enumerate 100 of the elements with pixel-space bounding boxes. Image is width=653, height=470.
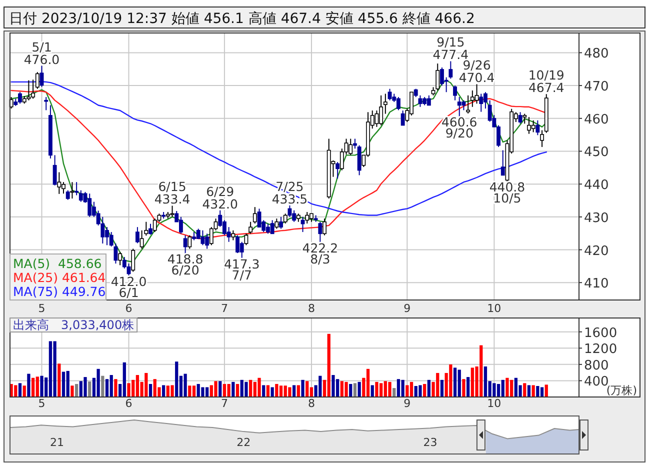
- y-tick-label: 430: [584, 210, 609, 226]
- bar: [70, 386, 74, 397]
- bar: [332, 375, 335, 397]
- series-label: MA(5) 458.66: [13, 256, 102, 271]
- bar: [58, 364, 61, 397]
- bar: [184, 374, 187, 397]
- candlestick: [336, 162, 340, 179]
- bar: [496, 384, 500, 397]
- candlestick: [383, 93, 388, 114]
- candlestick: [536, 120, 540, 136]
- bar: [440, 380, 444, 397]
- annotation: 6/29 432.0: [202, 184, 238, 212]
- bar: [275, 384, 278, 397]
- candlestick: [44, 96, 48, 111]
- candlestick: [318, 221, 322, 244]
- bar: [214, 381, 218, 397]
- candlestick: [270, 220, 274, 234]
- bar: [227, 384, 230, 397]
- bar: [84, 377, 87, 397]
- bar: [236, 384, 240, 397]
- bar: [358, 382, 361, 397]
- candlestick: [74, 182, 79, 196]
- y-tick-label: 1600: [584, 326, 618, 341]
- bar: [192, 386, 196, 397]
- candlestick: [183, 234, 188, 254]
- candlestick: [462, 100, 466, 111]
- bar: [258, 378, 261, 397]
- bar: [18, 383, 22, 397]
- candlestick: [388, 88, 392, 101]
- bar: [40, 376, 44, 397]
- bar: [527, 385, 531, 397]
- x-tick-label: 23: [423, 436, 438, 449]
- candlestick: [448, 60, 453, 80]
- bar: [105, 379, 109, 397]
- bar: [288, 387, 292, 397]
- candlestick: [453, 85, 457, 101]
- annotation: 10/19 467.4: [528, 68, 564, 96]
- x-tick-label: 5: [38, 302, 46, 315]
- bar: [53, 341, 56, 397]
- bar: [544, 384, 548, 397]
- bar: [349, 384, 352, 397]
- bar: [148, 384, 152, 397]
- bar: [540, 387, 544, 397]
- bar: [36, 376, 39, 397]
- bar: [396, 379, 400, 397]
- candlestick: [279, 216, 283, 230]
- candlestick: [248, 221, 253, 234]
- bar: [466, 377, 470, 397]
- bar: [532, 385, 535, 397]
- candlestick: [518, 112, 522, 124]
- bar: [222, 384, 226, 397]
- x-tick-label: 9: [404, 302, 411, 315]
- bar: [292, 385, 296, 397]
- x-tick-label: 8: [308, 302, 315, 315]
- bar: [27, 374, 30, 397]
- bar: [418, 385, 422, 397]
- bar: [14, 385, 18, 397]
- bar: [244, 382, 248, 397]
- bar: [301, 380, 304, 397]
- bar: [262, 385, 266, 397]
- x-tick-label: 9: [404, 397, 411, 410]
- bar: [401, 380, 404, 397]
- candlestick: [52, 154, 57, 186]
- candlestick: [88, 193, 92, 218]
- bar: [136, 375, 140, 397]
- annotation: 440.8 10/5: [489, 179, 526, 206]
- candlestick: [426, 94, 431, 106]
- annotation: 417.3 7/7: [224, 256, 260, 283]
- bar: [306, 381, 309, 397]
- candlestick: [57, 172, 62, 194]
- bar: [218, 381, 222, 397]
- candlestick: [379, 94, 384, 126]
- bar: [453, 368, 457, 397]
- bar: [279, 386, 283, 397]
- bar: [492, 383, 496, 397]
- x-tick-label: 7: [220, 397, 228, 410]
- bar: [462, 379, 466, 397]
- bar: [427, 380, 430, 397]
- candlestick: [252, 206, 257, 224]
- bar: [296, 385, 300, 397]
- candlestick: [35, 72, 40, 90]
- bar: [31, 378, 35, 397]
- candlestick: [70, 182, 74, 200]
- bar: [127, 383, 130, 397]
- bar: [96, 368, 100, 397]
- bar: [232, 382, 235, 397]
- candlestick: [131, 248, 136, 272]
- candlestick: [170, 205, 174, 218]
- candlestick: [135, 226, 140, 244]
- x-tick-label: 10: [487, 302, 502, 315]
- bar: [266, 385, 270, 397]
- bar: [353, 383, 357, 397]
- bar: [22, 386, 26, 397]
- x-tick-label: 6: [125, 397, 132, 410]
- y-tick-label: 440: [584, 178, 609, 194]
- candlestick: [357, 144, 362, 176]
- candlestick: [522, 113, 527, 124]
- bar: [506, 378, 509, 397]
- candlestick: [479, 93, 484, 112]
- bar: [205, 387, 209, 397]
